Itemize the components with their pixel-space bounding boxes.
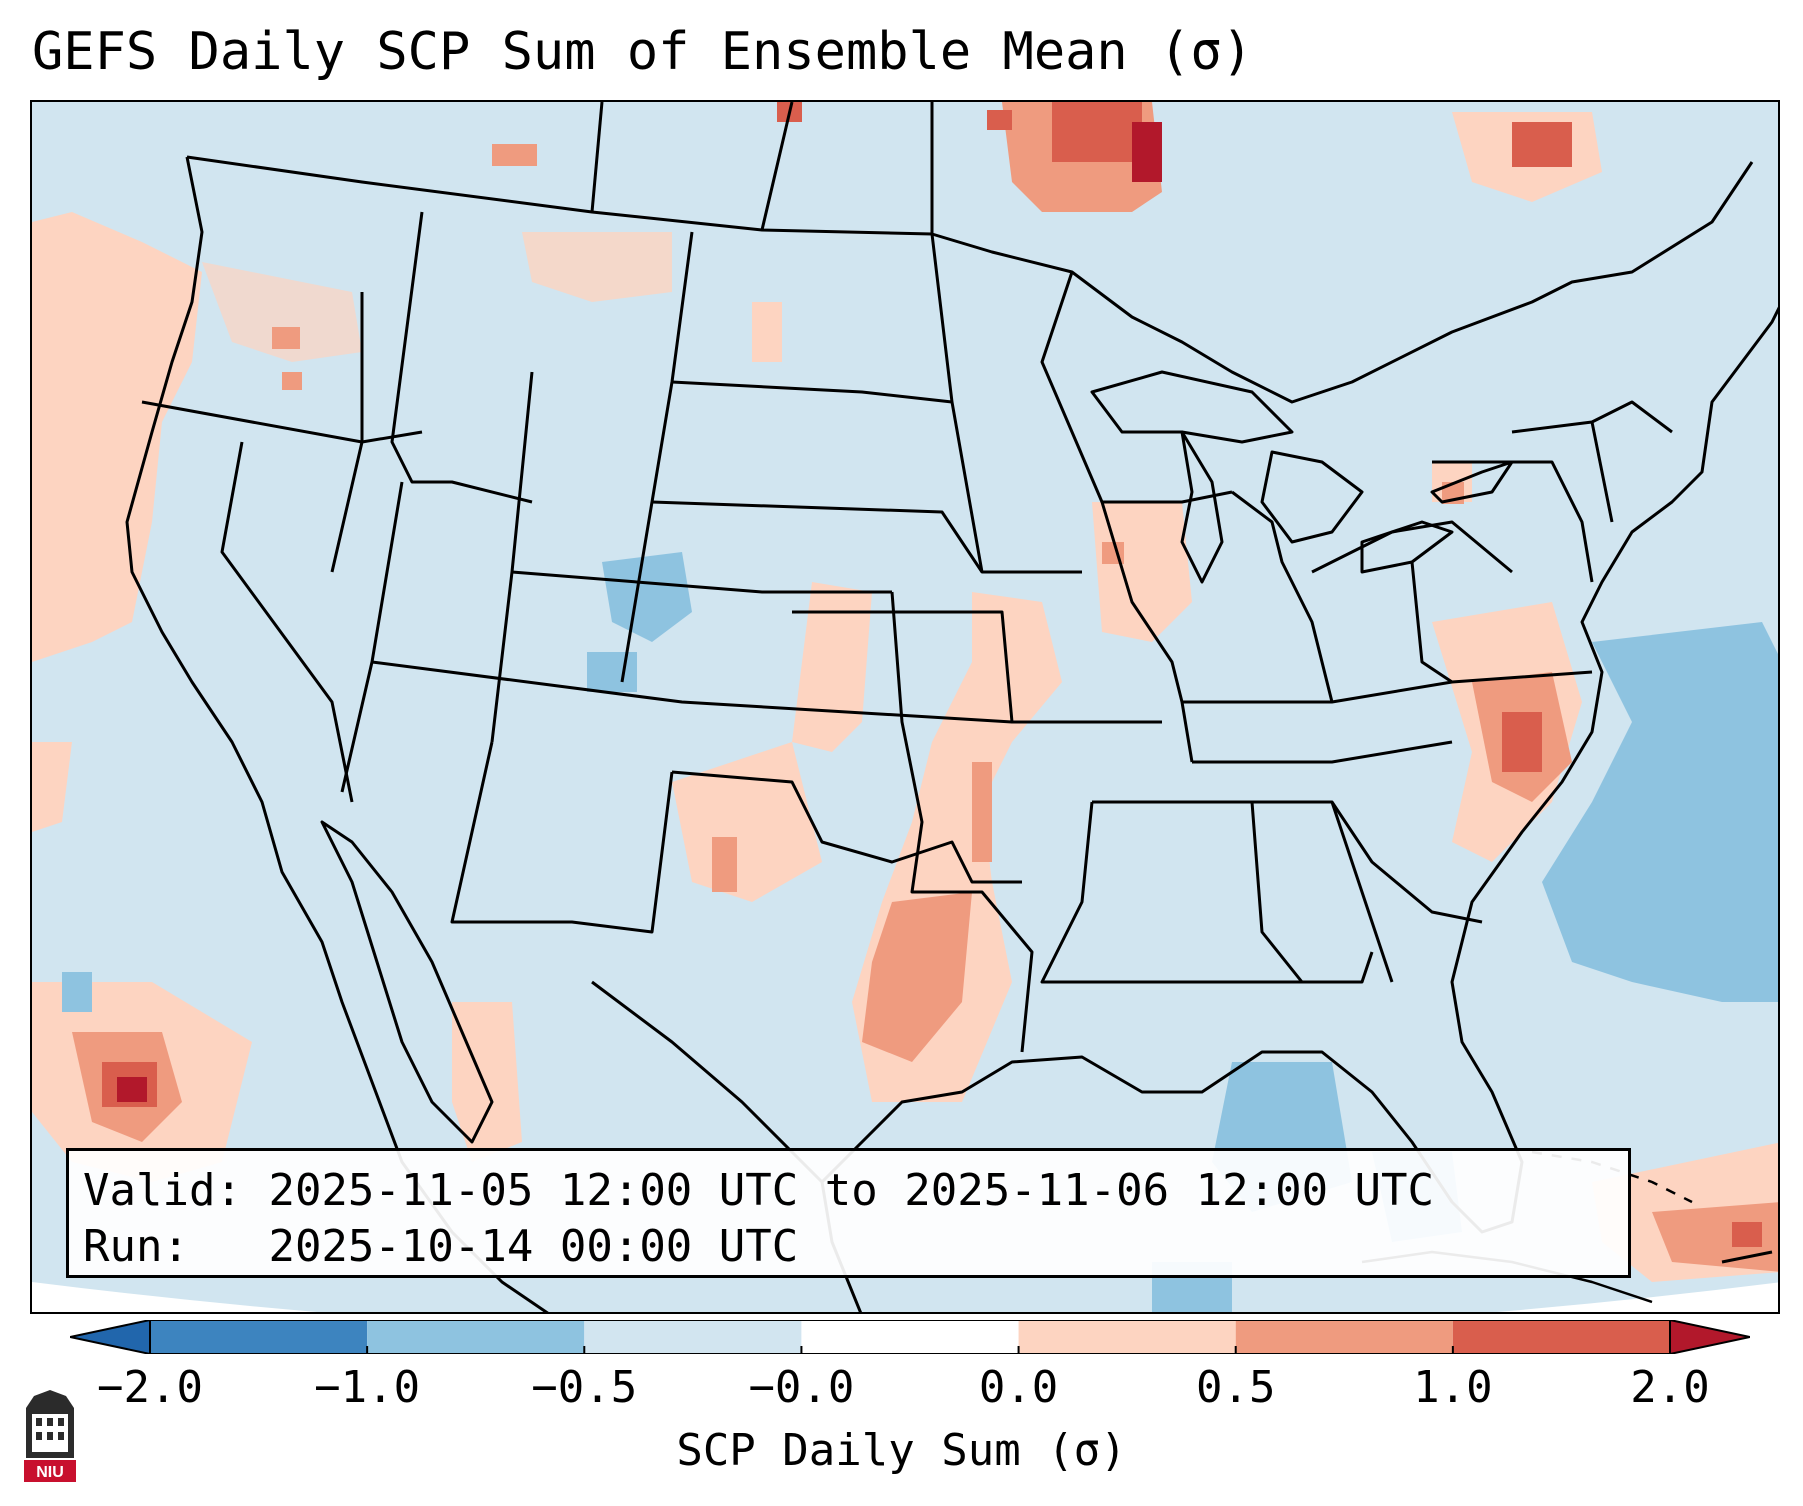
colorbar-tick-label: −1.0 bbox=[314, 1362, 421, 1413]
colorbar-label: SCP Daily Sum (σ) bbox=[676, 1425, 1127, 1476]
colorbar-tick-label: −0.5 bbox=[531, 1362, 638, 1413]
colorbar-extend-high bbox=[1669, 1320, 1750, 1354]
chart-title: GEFS Daily SCP Sum of Ensemble Mean (σ) bbox=[32, 22, 1253, 82]
colorbar-tick-label: 2.0 bbox=[1630, 1362, 1710, 1413]
scp-anomaly-field bbox=[32, 102, 1778, 1312]
colorbar-segment bbox=[1018, 1320, 1236, 1354]
colorbar-segment bbox=[1452, 1320, 1670, 1354]
colorbar-segment bbox=[801, 1320, 1019, 1354]
map-panel bbox=[30, 100, 1780, 1314]
colorbar-tick-label: 0.5 bbox=[1195, 1362, 1276, 1413]
validity-info-box: Valid: 2025-11-05 12:00 UTC to 2025-11-0… bbox=[66, 1148, 1631, 1278]
colorbar-tick-label: −0.0 bbox=[748, 1362, 855, 1413]
valid-label: Valid: bbox=[83, 1165, 242, 1216]
valid-time-range: 2025-11-05 12:00 UTC to 2025-11-06 12:00… bbox=[268, 1165, 1435, 1216]
colorbar-segment bbox=[367, 1320, 585, 1354]
niu-logo: NIU bbox=[24, 1390, 76, 1482]
colorbar-tick-label: 0.0 bbox=[978, 1362, 1059, 1413]
run-time: 2025-10-14 00:00 UTC bbox=[268, 1221, 799, 1272]
colorbar-segment bbox=[1235, 1320, 1453, 1354]
colorbar-segment bbox=[150, 1320, 368, 1354]
run-label: Run: bbox=[83, 1221, 189, 1272]
colorbar-tick-label: −2.0 bbox=[97, 1362, 203, 1413]
map-svg bbox=[32, 102, 1778, 1312]
svg-text:NIU: NIU bbox=[36, 1464, 64, 1481]
colorbar-tick-label: 1.0 bbox=[1413, 1362, 1493, 1413]
colorbar-segment bbox=[584, 1320, 802, 1354]
colorbar-extend-low bbox=[70, 1320, 151, 1354]
colorbar bbox=[70, 1320, 1750, 1354]
